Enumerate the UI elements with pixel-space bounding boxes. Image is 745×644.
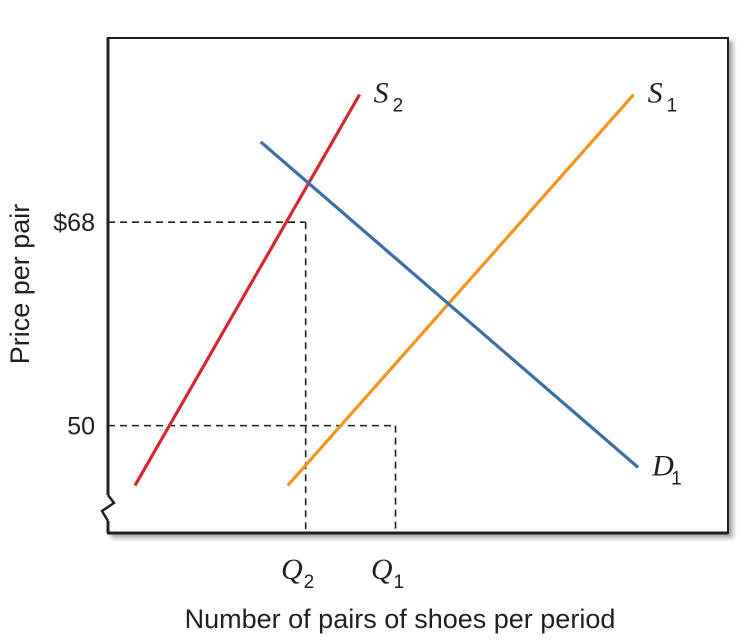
y-tick-label-2: 50: [67, 413, 95, 441]
y-axis-title: Price per pair: [5, 204, 35, 365]
curve-d1: [259, 140, 640, 469]
curve-label-subscript-d1: 1: [671, 468, 682, 489]
x-axis-title: Number of pairs of shoes per period: [185, 604, 616, 634]
guide-lines: [108, 221, 397, 533]
axis-break-mark: [100, 494, 116, 522]
plot-frame: [107, 37, 729, 534]
curve-label-subscript-s1: 1: [667, 96, 678, 117]
x-tick-label-2: Q: [371, 553, 393, 586]
x-tick-subscript-2: 1: [394, 572, 405, 593]
curve-label-d1: D: [651, 449, 674, 482]
curve-labels: S 2 S 1D1: [374, 77, 682, 490]
axes: [100, 38, 728, 535]
curve-s2: [133, 93, 361, 487]
x-tick-label-1: Q: [281, 553, 303, 586]
curve-label-subscript-s2: 2: [393, 96, 404, 117]
curve-label-s2: S: [374, 77, 389, 110]
curves: [133, 93, 640, 487]
x-tick-subscript-1: 2: [304, 572, 315, 593]
y-tick-label-1: $68: [53, 209, 95, 237]
curve-s1: [286, 93, 635, 487]
curve-label-s1: S: [648, 77, 663, 110]
